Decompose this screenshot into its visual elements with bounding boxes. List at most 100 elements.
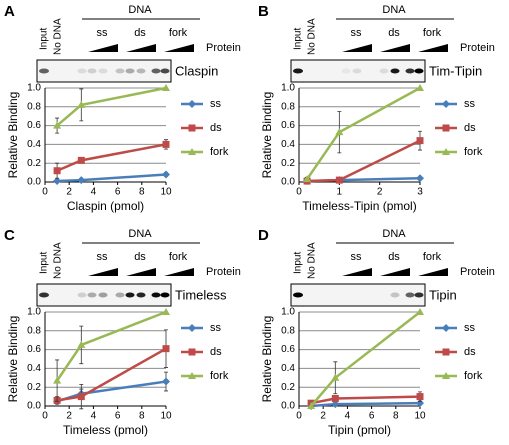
y-axis-title: Relative Binding bbox=[260, 316, 274, 403]
marker bbox=[77, 393, 85, 401]
y-tick-label: 0.2 bbox=[281, 382, 295, 393]
x-tick-label: 2 bbox=[66, 187, 72, 198]
y-tick-label: 0.2 bbox=[281, 158, 295, 169]
x-axis-title: Timeless-Tipin (pmol) bbox=[302, 199, 416, 213]
x-tick-label: 0 bbox=[296, 411, 302, 422]
marker bbox=[77, 176, 86, 185]
marker bbox=[331, 394, 339, 402]
legend-label: fork bbox=[464, 146, 483, 158]
marker bbox=[162, 377, 170, 386]
protein-label: Protein bbox=[206, 266, 241, 278]
marker bbox=[162, 140, 170, 148]
blot bbox=[36, 59, 172, 83]
protein-label: Protein bbox=[460, 42, 495, 54]
legend-label: ds bbox=[464, 122, 476, 134]
series-line bbox=[56, 143, 167, 172]
blot-band bbox=[98, 68, 108, 74]
legend-label: fork bbox=[210, 370, 229, 382]
input-label: Input bbox=[39, 28, 50, 50]
blot-band bbox=[39, 292, 49, 298]
legend-marker bbox=[188, 348, 196, 356]
blot-band bbox=[293, 68, 303, 74]
x-tick-label: 0 bbox=[42, 187, 48, 198]
blot-band bbox=[115, 292, 125, 298]
protein-wedge bbox=[164, 44, 194, 52]
legend-marker bbox=[442, 124, 450, 132]
marker bbox=[416, 393, 424, 401]
y-tick-label: 0.4 bbox=[281, 363, 295, 374]
y-tick-label: 0.6 bbox=[281, 344, 295, 355]
blot-band bbox=[379, 68, 389, 74]
blot-label: Tim-Tipin bbox=[429, 63, 482, 78]
blot-band bbox=[115, 68, 125, 74]
protein-wedge bbox=[88, 44, 118, 52]
marker bbox=[331, 373, 340, 381]
protein-wedge bbox=[418, 44, 448, 52]
legend-marker bbox=[188, 324, 196, 332]
no-dna-label: No DNA bbox=[53, 18, 64, 55]
marker bbox=[335, 128, 344, 136]
blot-label: Timeless bbox=[175, 287, 227, 302]
y-tick-label: 0.4 bbox=[27, 139, 41, 150]
y-axis-title: Relative Binding bbox=[6, 316, 20, 403]
x-tick-label: 3 bbox=[417, 187, 423, 198]
y-tick-label: 0.8 bbox=[281, 101, 295, 112]
input-label: Input bbox=[293, 252, 304, 274]
x-tick-label: 6 bbox=[115, 187, 121, 198]
protein-wedge bbox=[380, 268, 410, 276]
marker bbox=[162, 84, 170, 91]
blot-band bbox=[125, 68, 135, 74]
x-tick-label: 10 bbox=[414, 411, 426, 422]
marker bbox=[416, 84, 424, 91]
blot-label: Claspin bbox=[175, 63, 218, 78]
panel: A DNA Input No DNA ss ds fork Protein Claspin 0.0… bbox=[4, 3, 241, 213]
y-tick-label: 0.4 bbox=[27, 363, 41, 374]
blot bbox=[290, 283, 426, 307]
blot-band bbox=[136, 68, 146, 74]
group-label: fork bbox=[423, 27, 442, 39]
blot-band bbox=[39, 68, 49, 74]
dna-label: DNA bbox=[382, 4, 406, 16]
y-tick-label: 0.0 bbox=[27, 401, 41, 412]
protein-wedge bbox=[342, 44, 372, 52]
x-tick-label: 8 bbox=[139, 187, 145, 198]
group-label: fork bbox=[169, 27, 188, 39]
marker bbox=[307, 402, 316, 409]
dna-label: DNA bbox=[382, 228, 406, 240]
panel-letter: A bbox=[4, 3, 15, 20]
group-label: ss bbox=[351, 251, 363, 263]
blot-band bbox=[77, 68, 87, 74]
x-tick-label: 6 bbox=[115, 411, 121, 422]
panel: C DNA Input No DNA ss ds fork Protein Timeless 0.… bbox=[4, 227, 241, 437]
x-tick-label: 4 bbox=[91, 187, 97, 198]
x-axis-title: Timeless (pmol) bbox=[63, 423, 148, 437]
legend-label: ss bbox=[210, 98, 222, 110]
legend-label: ss bbox=[464, 98, 476, 110]
no-dna-label: No DNA bbox=[53, 242, 64, 279]
blot-band bbox=[136, 292, 146, 298]
x-tick-label: 4 bbox=[345, 411, 351, 422]
x-tick-label: 8 bbox=[393, 411, 399, 422]
blot-band bbox=[341, 68, 351, 74]
x-tick-label: 1 bbox=[337, 187, 343, 198]
group-label: ss bbox=[97, 251, 109, 263]
legend-marker bbox=[188, 148, 196, 155]
protein-wedge bbox=[88, 268, 118, 276]
dna-label: DNA bbox=[128, 228, 152, 240]
marker bbox=[416, 174, 424, 183]
blot-band bbox=[125, 292, 135, 298]
blot-band bbox=[390, 68, 400, 74]
blot-band bbox=[405, 292, 415, 298]
input-label: Input bbox=[293, 28, 304, 50]
y-tick-label: 0.4 bbox=[281, 139, 295, 150]
y-tick-label: 0.0 bbox=[27, 177, 41, 188]
group-label: ss bbox=[351, 27, 363, 39]
legend-marker bbox=[442, 100, 450, 108]
marker bbox=[303, 175, 312, 183]
blot-band bbox=[293, 292, 303, 298]
x-axis-title: Tipin (pmol) bbox=[328, 423, 391, 437]
y-tick-label: 0.0 bbox=[281, 177, 295, 188]
marker bbox=[77, 340, 86, 348]
